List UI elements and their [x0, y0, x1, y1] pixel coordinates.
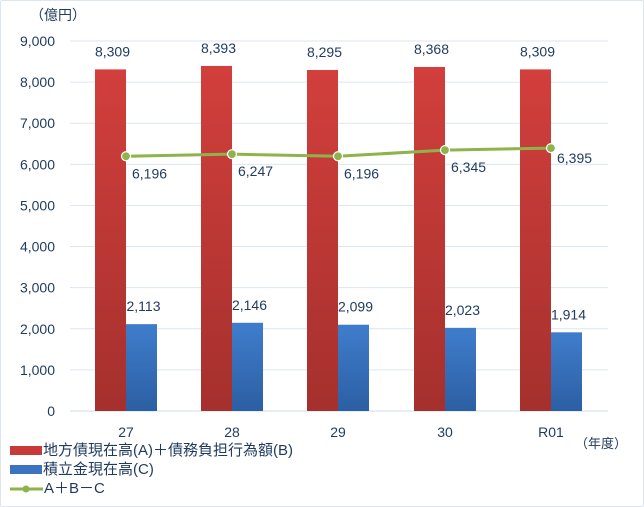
bar-value-label: 8,393	[201, 40, 236, 56]
legend-label: 積立金現在高(C)	[43, 461, 154, 478]
y-tick-label: 8,000	[20, 74, 55, 90]
y-tick-label: 0	[47, 403, 55, 419]
bar-value-label: 2,023	[445, 302, 480, 318]
y-tick-label: 3,000	[20, 280, 55, 296]
bar-reserve	[126, 324, 157, 411]
line-value-label: 6,196	[132, 165, 167, 181]
line-point	[226, 149, 238, 160]
x-tick-label: 29	[330, 424, 346, 440]
y-axis-unit: （億円）	[30, 7, 86, 23]
bar-value-label: 8,309	[520, 43, 555, 59]
y-axis-ticks: 0 1,000 2,000 3,000 4,000 5,000 6,000 7,000 8,00…	[20, 33, 55, 419]
bar-value-label: 8,309	[95, 43, 130, 59]
y-tick-label: 4,000	[20, 239, 55, 255]
legend-item-reserve: 積立金現在高(C)	[10, 460, 293, 479]
x-axis-ticks: 27 28 29 30 R01	[118, 424, 564, 440]
line-value-label: 6,395	[557, 150, 592, 166]
line-point	[120, 151, 132, 162]
y-tick-label: 7,000	[20, 115, 55, 131]
x-tick-label: R01	[538, 424, 564, 440]
y-tick-label: 6,000	[20, 156, 55, 172]
x-tick-label: 28	[224, 424, 240, 440]
bar-reserve	[551, 332, 582, 411]
y-tick-label: 5,000	[20, 197, 55, 213]
line-point	[332, 151, 344, 162]
line-point	[439, 145, 451, 156]
bar-debt	[414, 66, 445, 411]
bar-value-label: 8,368	[414, 41, 449, 57]
legend-label: 地方債現在高(A)＋債務負担行為額(B)	[43, 442, 293, 459]
bar-value-label: 2,113	[127, 298, 161, 314]
bar-value-label: 2,146	[232, 297, 267, 313]
bars: 8,309 2,113 8,393 2,146 8,295 2,099 8,368 2,023…	[95, 40, 586, 412]
legend: 地方債現在高(A)＋債務負担行為額(B) 積立金現在高(C) A＋B－C	[10, 441, 293, 498]
y-tick-label: 9,000	[20, 33, 55, 49]
bar-reserve	[445, 327, 476, 411]
bar-debt	[201, 65, 232, 412]
bar-value-label: 2,099	[338, 299, 373, 315]
x-tick-label: 30	[437, 424, 453, 440]
bar-value-label: 1,914	[551, 306, 586, 322]
red-swatch-icon	[10, 446, 42, 455]
y-tick-label: 1,000	[20, 362, 55, 378]
line-marker-icon	[10, 485, 43, 492]
x-axis-unit: （年度）	[575, 436, 628, 451]
bar-debt	[520, 69, 551, 411]
bar-debt	[307, 69, 338, 411]
bar-value-label: 8,295	[307, 44, 342, 60]
bar-reserve	[232, 322, 263, 411]
line-point	[545, 142, 557, 154]
y-tick-label: 2,000	[20, 321, 55, 337]
blue-swatch-icon	[10, 465, 42, 474]
legend-label: A＋B－C	[44, 480, 105, 497]
legend-item-debt: 地方債現在高(A)＋債務負担行為額(B)	[10, 441, 293, 460]
line-value-label: 6,345	[451, 159, 486, 175]
line-series: 6,196 6,247 6,196 6,345 6,395	[120, 142, 592, 181]
legend-item-net: A＋B－C	[10, 479, 293, 498]
line-value-label: 6,247	[238, 163, 273, 179]
bar-reserve	[338, 324, 369, 411]
line-value-label: 6,196	[344, 165, 379, 181]
x-tick-label: 27	[118, 424, 134, 440]
bar-debt	[95, 69, 126, 411]
